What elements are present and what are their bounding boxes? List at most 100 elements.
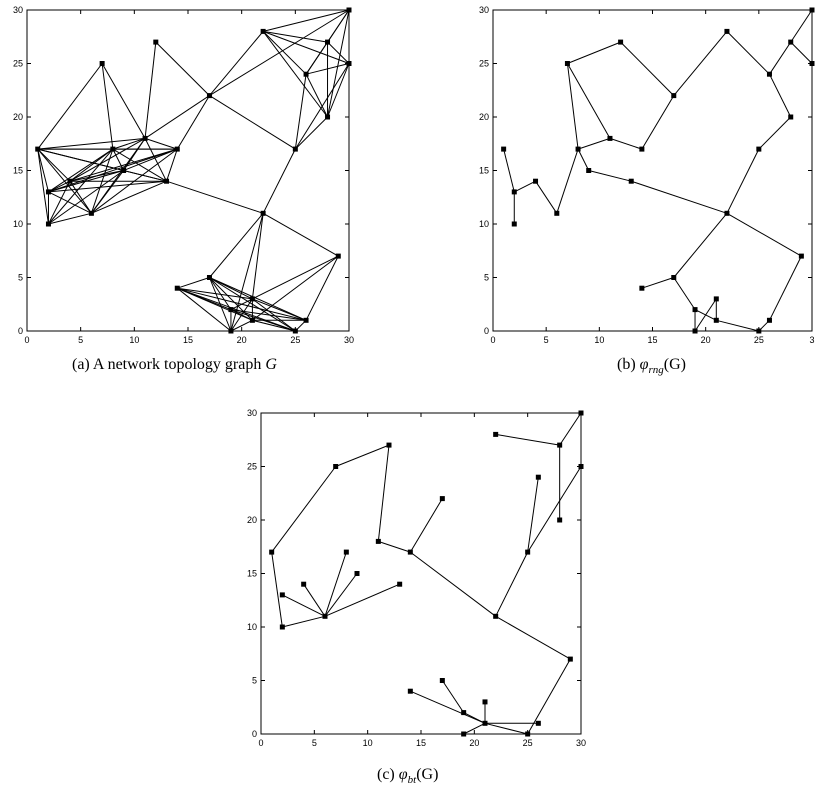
y-tick-label-c-5: 5 [252, 676, 257, 686]
node-c-21 [525, 549, 531, 555]
caption-c-symbol: φ [398, 766, 408, 783]
y-tick-label-a-10: 10 [13, 219, 23, 229]
edge-a-16-19 [230, 213, 264, 332]
node-b-29 [809, 61, 815, 66]
edge-a-16-17 [230, 298, 253, 332]
edge-b-20-24 [726, 31, 770, 75]
edge-b-7-10 [588, 170, 632, 182]
edge-a-13-21 [209, 95, 296, 150]
node-b-15 [692, 307, 698, 313]
y-tick-label-b-0: 0 [484, 326, 489, 336]
edge-a-8-13 [144, 95, 210, 139]
edge-c-19-21 [495, 551, 529, 617]
edge-c-21-29 [527, 466, 582, 553]
edge-c-4-10 [324, 583, 400, 617]
edge-b-18-22 [716, 319, 759, 332]
caption-c-label: (c) [377, 766, 395, 783]
node-b-7 [586, 168, 592, 173]
node-a-24 [303, 71, 309, 77]
caption-b-label: (b) [617, 356, 636, 373]
edge-a-6-10 [112, 148, 167, 182]
caption-b-subscript: rng [648, 364, 664, 377]
node-c-8 [375, 538, 381, 544]
edge-a-20-26 [262, 31, 328, 118]
node-b-5 [564, 61, 570, 66]
edge-a-12-16 [176, 287, 232, 332]
edge-a-4-10 [91, 180, 167, 214]
edge-a-10-11 [166, 148, 178, 182]
edge-c-11-13 [409, 498, 443, 553]
edge-a-25-29 [327, 41, 350, 64]
edge-c-15-14 [441, 680, 465, 713]
y-tick-label-b-30: 30 [479, 5, 489, 15]
edge-b-1-3 [514, 180, 536, 193]
edge-a-24-26 [305, 73, 328, 118]
x-tick-label-b-15: 15 [647, 335, 657, 345]
node-c-0 [269, 549, 275, 555]
node-c-9 [386, 442, 392, 448]
node-b-18 [713, 317, 719, 323]
node-c-5 [333, 464, 339, 469]
edge-a-19-21 [262, 148, 296, 214]
node-a-13 [206, 93, 212, 99]
x-tick-label-c-25: 25 [523, 738, 533, 748]
y-tick-label-a-20: 20 [13, 112, 23, 122]
edge-b-6-8 [577, 137, 611, 150]
x-tick-label-a-10: 10 [129, 335, 139, 345]
plot-frame-a [26, 9, 350, 332]
edge-b-4-6 [556, 148, 579, 214]
edge-a-0-8 [37, 137, 146, 150]
edge-a-2-7 [48, 170, 124, 225]
node-c-28 [578, 410, 584, 416]
y-tick-label-c-15: 15 [247, 569, 257, 579]
edge-c-28-25 [559, 412, 582, 446]
x-tick-label-a-0: 0 [24, 335, 29, 345]
edge-b-5-8 [566, 63, 611, 139]
edge-a-4-11 [91, 148, 178, 214]
y-tick-label-a-0: 0 [18, 326, 23, 336]
node-a-15 [228, 307, 234, 313]
y-tick-label-c-30: 30 [247, 408, 257, 418]
node-a-25 [325, 39, 331, 45]
edge-c-19-27 [495, 615, 571, 660]
x-tick-label-a-5: 5 [78, 335, 83, 345]
edge-b-9-13 [620, 41, 675, 96]
edge-b-0-1 [503, 148, 515, 193]
node-a-29 [346, 61, 352, 66]
node-c-20 [493, 431, 499, 437]
edge-a-8-11 [144, 137, 178, 150]
y-tick-label-a-5: 5 [18, 273, 23, 283]
caption-b: (b) φrng(G) [617, 356, 686, 376]
edge-b-19-14 [673, 212, 728, 278]
edge-a-3-6 [69, 148, 114, 182]
node-c-29 [578, 464, 584, 469]
caption-c: (c) φbt(G) [377, 766, 438, 786]
panel-a-network-topology-graph: 0 5 10 15 20 25 30 0 5 10 15 20 25 30 [13, 5, 354, 345]
x-tick-label-a-20: 20 [237, 335, 247, 345]
edge-a-2-3 [48, 180, 71, 225]
edge-a-11-13 [176, 95, 210, 150]
node-a-3 [67, 178, 73, 184]
y-tick-label-c-20: 20 [247, 515, 257, 525]
edge-a-0-1 [37, 148, 49, 193]
edge-a-3-4 [69, 180, 92, 214]
edge-a-3-11 [69, 148, 178, 182]
x-tick-label-b-0: 0 [490, 335, 495, 345]
node-a-28 [346, 7, 352, 13]
node-b-20 [724, 28, 730, 34]
edge-a-7-8 [123, 138, 146, 171]
edge-b-11-13 [641, 95, 675, 150]
edge-a-20-28 [263, 9, 350, 32]
node-b-9 [618, 39, 624, 45]
edge-a-14-18 [209, 277, 253, 321]
node-b-12 [639, 285, 645, 291]
edge-b-14-15 [673, 277, 696, 310]
edge-c-18-12 [410, 690, 486, 724]
edge-b-27-19 [726, 212, 802, 257]
edge-a-15-17 [230, 298, 253, 311]
edge-a-14-19 [209, 212, 264, 278]
edge-a-2-6 [48, 148, 114, 225]
edge-c-22-18 [484, 722, 528, 735]
edge-b-3-4 [535, 180, 558, 214]
edge-a-6-8 [112, 137, 146, 150]
